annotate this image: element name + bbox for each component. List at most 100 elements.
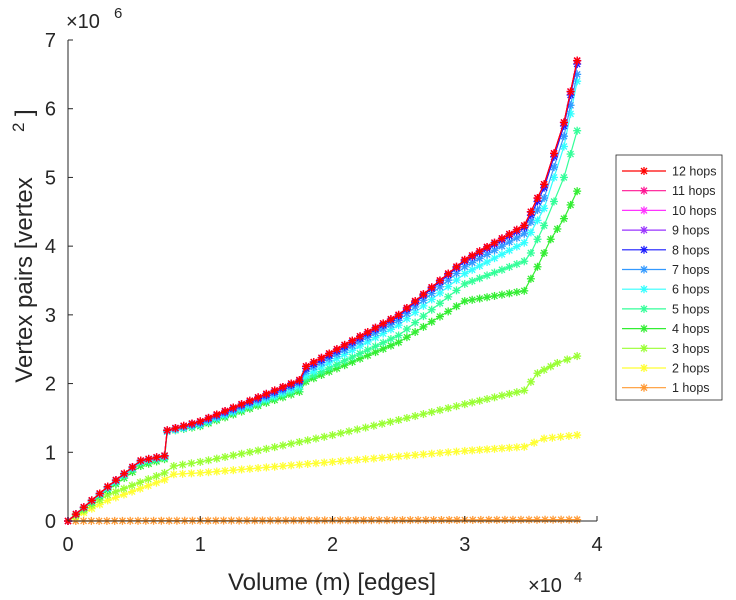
legend-label: 12 hops bbox=[672, 165, 716, 179]
data-point-marker bbox=[553, 358, 562, 367]
data-point-marker bbox=[526, 228, 535, 237]
legend-item: 12 hops bbox=[622, 165, 716, 179]
data-point-marker bbox=[520, 257, 529, 266]
data-point-marker bbox=[468, 277, 477, 286]
data-point-marker bbox=[237, 400, 246, 409]
legend-marker-icon bbox=[640, 186, 648, 195]
data-point-marker bbox=[411, 451, 420, 460]
data-point-marker bbox=[573, 515, 582, 524]
data-point-marker bbox=[361, 455, 370, 464]
legend-marker-icon bbox=[640, 304, 648, 313]
data-point-marker bbox=[427, 283, 436, 292]
legend-marker-icon bbox=[640, 167, 648, 175]
data-point-marker bbox=[452, 447, 461, 456]
data-point-marker bbox=[152, 472, 161, 481]
data-point-marker bbox=[345, 427, 354, 436]
data-point-marker bbox=[120, 469, 129, 478]
data-point-marker bbox=[559, 132, 568, 141]
data-point-marker bbox=[369, 421, 378, 430]
data-point-marker bbox=[559, 214, 568, 223]
data-point-marker bbox=[526, 274, 535, 283]
data-point-marker bbox=[460, 446, 469, 455]
legend-label: 1 hops bbox=[672, 381, 710, 395]
data-point-marker bbox=[505, 230, 514, 239]
legend-label: 5 hops bbox=[672, 302, 710, 316]
data-point-marker bbox=[281, 516, 290, 525]
data-point-marker bbox=[394, 338, 403, 347]
data-point-marker bbox=[394, 331, 403, 340]
data-point-marker bbox=[549, 515, 558, 524]
data-point-marker bbox=[483, 395, 492, 404]
data-point-marker bbox=[371, 323, 380, 332]
data-point-marker bbox=[556, 432, 565, 441]
data-point-marker bbox=[187, 419, 196, 428]
data-point-marker bbox=[262, 463, 271, 472]
data-point-marker bbox=[505, 262, 514, 271]
legend: 12 hops 11 hops 10 hops 9 hops 8 hops 7 hops 6… bbox=[615, 154, 723, 401]
legend-item: 2 hops bbox=[622, 362, 710, 376]
data-point-marker bbox=[270, 462, 279, 471]
x-multiplier-exp: 4 bbox=[574, 569, 582, 586]
data-point-marker bbox=[540, 204, 549, 213]
data-point-marker bbox=[533, 206, 542, 215]
legend-marker-icon bbox=[640, 285, 648, 294]
data-point-marker bbox=[196, 457, 205, 466]
data-point-marker bbox=[573, 126, 582, 135]
data-point-marker bbox=[419, 410, 428, 419]
data-point-marker bbox=[460, 269, 469, 278]
data-point-marker bbox=[559, 173, 568, 182]
data-point-marker bbox=[427, 317, 436, 326]
data-point-marker bbox=[566, 87, 575, 96]
data-point-marker bbox=[419, 290, 428, 299]
data-point-marker bbox=[353, 425, 362, 434]
data-point-marker bbox=[452, 276, 461, 285]
data-point-marker bbox=[468, 515, 477, 524]
data-point-marker bbox=[468, 398, 477, 407]
data-point-marker bbox=[348, 336, 357, 345]
legend-label: 8 hops bbox=[672, 243, 710, 257]
data-point-marker bbox=[541, 515, 550, 524]
data-point-marker bbox=[452, 515, 461, 524]
data-point-marker bbox=[179, 421, 188, 430]
data-point-marker bbox=[490, 291, 499, 300]
data-point-marker bbox=[302, 362, 311, 371]
data-point-marker bbox=[317, 353, 326, 362]
data-point-marker bbox=[196, 468, 205, 477]
y-tick-label: 1 bbox=[45, 442, 56, 464]
data-point-marker bbox=[379, 319, 388, 328]
data-point-marker bbox=[550, 149, 559, 158]
data-point-marker bbox=[512, 260, 521, 269]
data-point-marker bbox=[169, 462, 178, 471]
data-point-marker bbox=[402, 333, 411, 342]
data-point-marker bbox=[468, 251, 477, 260]
data-point-marker bbox=[460, 297, 469, 306]
data-point-marker bbox=[237, 465, 246, 474]
data-point-marker bbox=[295, 437, 304, 446]
legend-marker-icon bbox=[640, 226, 648, 235]
legend-item: 9 hops bbox=[622, 224, 710, 238]
data-point-marker bbox=[171, 424, 180, 433]
data-point-marker bbox=[573, 187, 582, 196]
data-point-marker bbox=[419, 322, 428, 331]
data-point-marker bbox=[520, 386, 529, 395]
x-multiplier: ×10 bbox=[528, 575, 562, 597]
legend-label: 10 hops bbox=[672, 204, 716, 218]
legend-label: 6 hops bbox=[672, 283, 710, 297]
data-point-marker bbox=[178, 469, 187, 478]
data-point-marker bbox=[476, 515, 485, 524]
data-point-marker bbox=[111, 487, 120, 496]
data-point-marker bbox=[169, 470, 178, 479]
data-point-marker bbox=[516, 515, 525, 524]
data-point-marker bbox=[540, 221, 549, 230]
legend-item: 6 hops bbox=[622, 283, 710, 297]
legend-label: 7 hops bbox=[672, 263, 710, 277]
data-point-marker bbox=[361, 423, 370, 432]
data-point-marker bbox=[212, 467, 221, 476]
data-point-marker bbox=[340, 340, 349, 349]
data-point-marker bbox=[344, 516, 353, 525]
data-point-marker bbox=[512, 288, 521, 297]
data-point-marker bbox=[345, 456, 354, 465]
legend-item: 8 hops bbox=[622, 243, 710, 257]
y-tick-label: 4 bbox=[45, 236, 56, 258]
data-point-marker bbox=[371, 342, 380, 351]
